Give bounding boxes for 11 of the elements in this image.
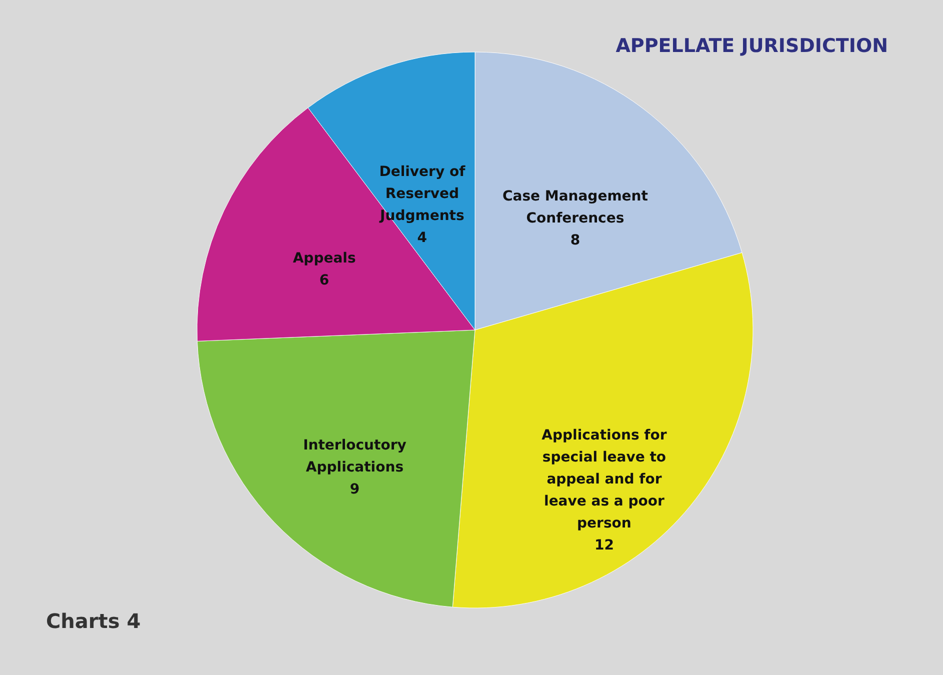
slice-label: Appeals	[292, 250, 356, 266]
slice-label: Interlocutory Applications	[303, 438, 406, 476]
data-label: 9	[350, 482, 360, 498]
data-label: 4	[417, 230, 428, 246]
text: Charts 4	[46, 609, 141, 633]
data-label: 12	[594, 537, 614, 554]
data-label: 6	[319, 272, 330, 288]
slice-label: Case Management Conferences	[502, 188, 648, 227]
slice-label: Applications for special leave to appeal and for leave as a poor person	[542, 427, 667, 532]
chart-title: APPELLATE JURISDICTION	[616, 35, 888, 57]
data-label: 8	[570, 232, 580, 249]
